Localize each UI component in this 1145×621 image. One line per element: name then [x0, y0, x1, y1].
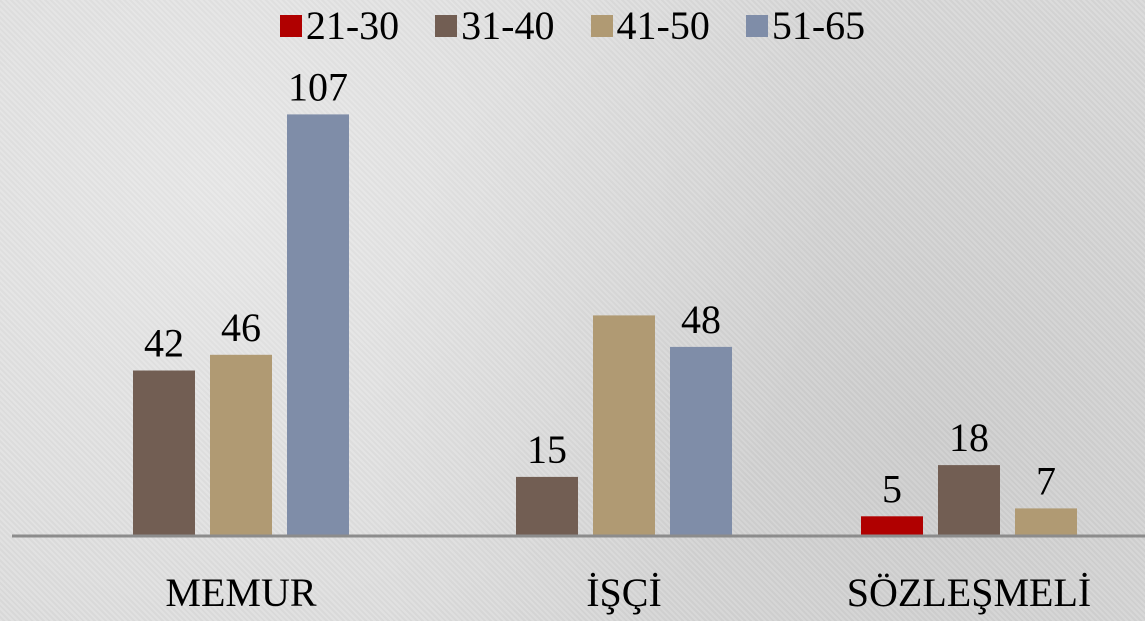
- chart-legend: 21-30 31-40 41-50 51-65: [0, 4, 1145, 48]
- legend-swatch-21-30: [279, 15, 302, 37]
- legend-swatch-51-65: [745, 15, 768, 37]
- data-label-sözleşmeli̇-21-30: 5: [882, 466, 902, 511]
- data-label-sözleşmeli̇-31-40: 18: [949, 415, 989, 460]
- bar-sözleşmeli̇-21-30: [861, 516, 923, 536]
- legend-swatch-41-50: [590, 15, 613, 37]
- legend-item-51-65: 51-65: [745, 3, 866, 48]
- legend-label-51-65: 51-65: [771, 3, 866, 48]
- legend-label-41-50: 41-50: [616, 3, 710, 48]
- legend-item-21-30: 21-30: [279, 3, 400, 48]
- legend-item-41-50: 41-50: [590, 3, 710, 48]
- data-label-sözleşmeli̇-41-50: 7: [1036, 458, 1056, 503]
- data-label-memur-31-40: 42: [144, 321, 184, 366]
- bar-memur-51-65: [287, 114, 349, 537]
- bar-memur-31-40: [133, 370, 195, 536]
- category-label-0: MEMUR: [165, 570, 316, 615]
- bar-i̇şçi̇-31-40: [516, 476, 578, 536]
- legend-label-31-40: 31-40: [461, 3, 555, 48]
- legend-swatch-31-40: [435, 15, 458, 37]
- bar-sözleşmeli̇-41-50: [1015, 508, 1077, 536]
- data-label-memur-41-50: 46: [221, 305, 261, 350]
- data-label-i̇şçi̇-31-40: 15: [527, 427, 567, 472]
- category-label-2: SÖZLEŞMELİ: [847, 570, 1091, 615]
- bar-memur-41-50: [210, 354, 272, 536]
- bar-i̇şçi̇-51-65: [670, 346, 732, 536]
- legend-label-21-30: 21-30: [305, 3, 400, 48]
- legend-item-31-40: 31-40: [435, 3, 555, 48]
- data-label-memur-51-65: 107: [288, 64, 348, 109]
- bar-i̇şçi̇-41-50: [593, 315, 655, 536]
- bar-sözleşmeli̇-31-40: [938, 465, 1000, 536]
- data-label-i̇şçi̇-51-65: 48: [681, 297, 721, 342]
- category-label-1: İŞÇİ: [586, 570, 662, 615]
